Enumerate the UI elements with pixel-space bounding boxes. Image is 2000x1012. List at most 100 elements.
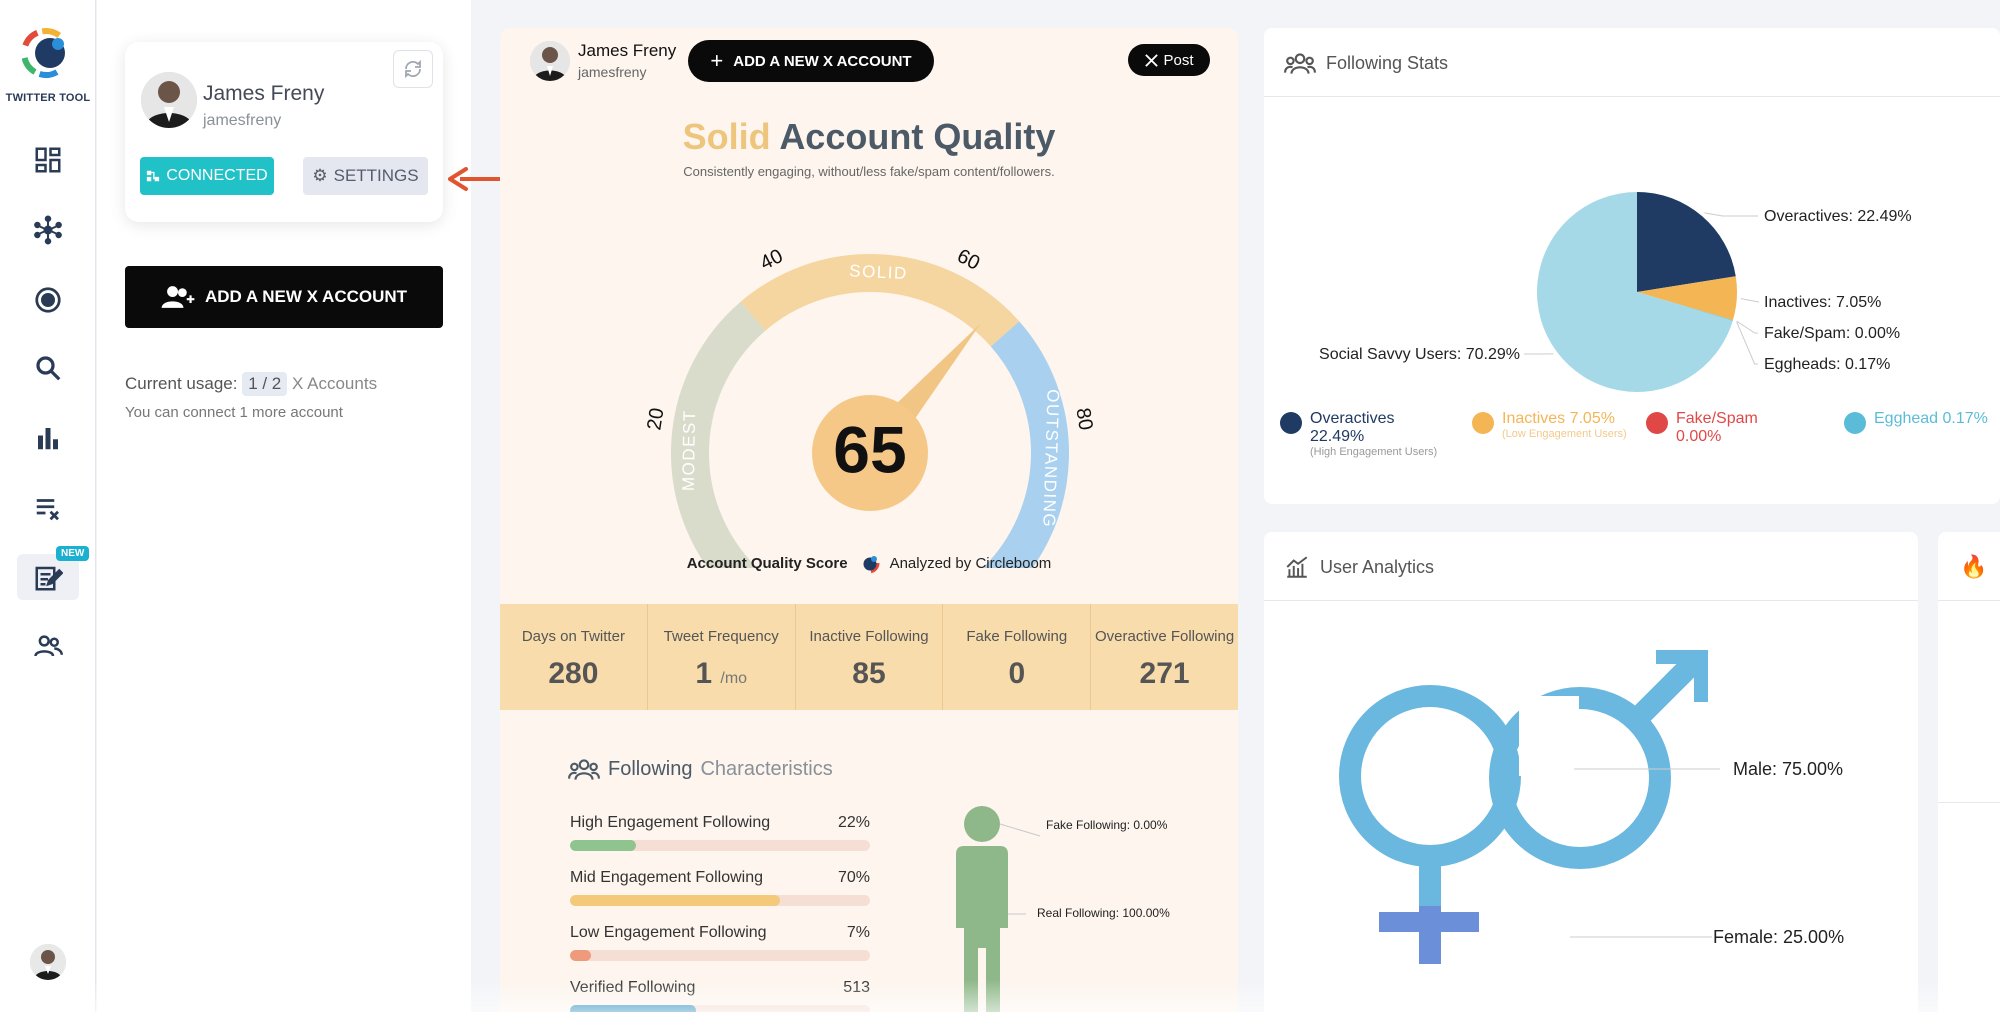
top-account-handle: jamesfreny: [578, 64, 647, 80]
connected-button[interactable]: CONNECTED: [140, 157, 274, 195]
network-icon[interactable]: [28, 210, 68, 250]
legend-sub: (Low Engagement Users): [1502, 428, 1627, 440]
pie-leader-line: [1704, 212, 1758, 217]
usage-label: Current usage:: [125, 374, 238, 393]
usage-line: Current usage: 1 / 2 X Accounts: [125, 372, 377, 396]
gauge-segment-label: SOLID: [849, 261, 908, 283]
add-account-label: ADD A NEW X ACCOUNT: [204, 287, 408, 306]
gauge-segment-solid: [740, 254, 1020, 347]
users-icon[interactable]: [28, 626, 68, 666]
score-caption: Account Quality Score Analyzed by Circle…: [500, 552, 1238, 574]
characteristic-track: [570, 895, 870, 906]
characteristic-row: Mid Engagement Following 70%: [570, 869, 870, 906]
legend-text: Inactives 7.05% (Low Engagement Users): [1502, 410, 1627, 440]
brand-logo[interactable]: [22, 26, 74, 80]
top-account-name: James Freny: [578, 41, 677, 60]
pie-slice: [1637, 192, 1736, 292]
top-avatar: [530, 41, 570, 81]
real-following-label: Real Following: 100.00%: [1037, 906, 1170, 920]
pie-slice-label: Inactives: 7.05%: [1764, 294, 1881, 311]
legend-sub: (High Engagement Users): [1310, 446, 1438, 458]
characteristic-value: 22%: [837, 814, 870, 831]
user-avatar[interactable]: [30, 944, 66, 980]
target-icon[interactable]: [28, 280, 68, 320]
following-stats-card: Following Stats Overactives: 22.49% Inact…: [1264, 28, 2000, 504]
compose-icon[interactable]: [28, 558, 68, 598]
stat-number: 271: [1139, 657, 1190, 690]
settings-button[interactable]: ⚙ SETTINGS: [303, 157, 428, 195]
gear-icon: ⚙: [312, 166, 328, 185]
fc-title-bold: Following: [608, 757, 693, 780]
account-quality-title: Solid Account Quality: [500, 116, 1238, 158]
user-analytics-title: User Analytics: [1284, 554, 1434, 580]
account-quality-card: James Freny jamesfreny + ADD A NEW X ACC…: [500, 28, 1238, 1012]
stats-row: Days on Twitter 280 Tweet Frequency 1 /mo In…: [500, 604, 1238, 710]
gauge-hub: [812, 395, 928, 511]
legend-text: Egghead 0.17%: [1874, 410, 1988, 434]
following-characteristics-title: Following Characteristics: [568, 756, 833, 782]
female-label: Female: 25.00%: [1713, 927, 1844, 947]
characteristic-label: High Engagement Following: [570, 814, 771, 831]
x-post-button[interactable]: Post: [1128, 44, 1210, 76]
top-add-account-button[interactable]: + ADD A NEW X ACCOUNT: [688, 40, 934, 82]
characteristic-fill: [570, 1005, 696, 1012]
angry-face-icon: [1646, 412, 1668, 434]
legend-name: Inactives 7.05%: [1502, 410, 1615, 427]
characteristic-fill: [570, 840, 636, 851]
legend-name: Egghead 0.17%: [1874, 410, 1988, 427]
characteristic-value: 513: [843, 979, 870, 996]
circleboom-logo-icon: [858, 552, 880, 574]
users-group-icon: [1284, 53, 1316, 74]
stat-value: 271: [1091, 657, 1238, 691]
gauge-segment-label: OUTSTANDING: [1039, 389, 1062, 528]
sidebar: TWITTER TOOL NEW: [0, 0, 96, 1012]
legend-name: Fake/Spam: [1676, 410, 1758, 427]
account-card: James Freny jamesfreny CONNECTED ⚙ SETTI…: [125, 42, 443, 222]
gauge-tick-label: 80: [1071, 406, 1096, 431]
stat-cell: Tweet Frequency 1 /mo: [648, 604, 796, 710]
legend-value: 0.00%: [1676, 428, 1722, 445]
dashboard-icon[interactable]: [28, 140, 68, 180]
bar-chart-icon[interactable]: [28, 418, 68, 458]
characteristic-fill: [570, 950, 591, 961]
legend-name: Overactives: [1310, 410, 1395, 427]
legend-item: Inactives 7.05% (Low Engagement Users): [1472, 410, 1627, 440]
gauge-tick-label: 40: [757, 245, 787, 275]
male-label: Male: 75.00%: [1733, 759, 1843, 779]
card-divider: [1264, 600, 1918, 601]
fake-following-label: Fake Following: 0.00%: [1046, 818, 1168, 832]
card-divider: [1938, 600, 2000, 601]
characteristic-row: Low Engagement Following 7%: [570, 924, 870, 961]
search-icon[interactable]: [28, 348, 68, 388]
person-silhouette-icon: [956, 806, 1041, 1012]
sad-face-icon: [1472, 412, 1494, 434]
analyzed-by: Analyzed by Circleboom: [889, 554, 1052, 572]
characteristic-head: High Engagement Following 22%: [570, 814, 870, 832]
refresh-icon: [405, 59, 421, 79]
fc-title-light: Characteristics: [700, 757, 833, 780]
brand-name: TWITTER TOOL: [5, 92, 91, 104]
account-handle: jamesfreny: [203, 112, 282, 129]
pie-slice-label: Eggheads: 0.17%: [1764, 356, 1890, 373]
users-group-icon: [568, 759, 600, 780]
pie-slice: [1637, 292, 1733, 322]
stat-number: 1: [695, 657, 713, 690]
flame-icon: 🔥: [1960, 554, 1988, 579]
pie-leader-line: [1736, 320, 1758, 334]
stat-number: 85: [852, 657, 886, 690]
legend-text: Overactives 22.49% (High Engagement Users): [1310, 410, 1437, 458]
stat-cell: Fake Following 0: [943, 604, 1092, 710]
add-account-button[interactable]: ADD A NEW X ACCOUNT: [125, 266, 443, 328]
usage-note: You can connect 1 more account: [125, 404, 343, 421]
characteristic-head: Low Engagement Following 7%: [570, 924, 870, 942]
stat-number: 280: [548, 657, 599, 690]
refresh-button[interactable]: [393, 50, 433, 88]
stat-label: Tweet Frequency: [663, 628, 779, 645]
characteristic-head: Mid Engagement Following 70%: [570, 869, 870, 887]
quality-score: 65: [833, 412, 906, 486]
x-post-label: Post: [1163, 51, 1194, 69]
clear-list-icon[interactable]: [28, 488, 68, 528]
user-analytics-card: User Analytics Male: 75.00% Female: 25.0…: [1264, 532, 1918, 1012]
stat-label: Fake Following: [966, 628, 1068, 645]
card-divider: [1938, 802, 2000, 803]
